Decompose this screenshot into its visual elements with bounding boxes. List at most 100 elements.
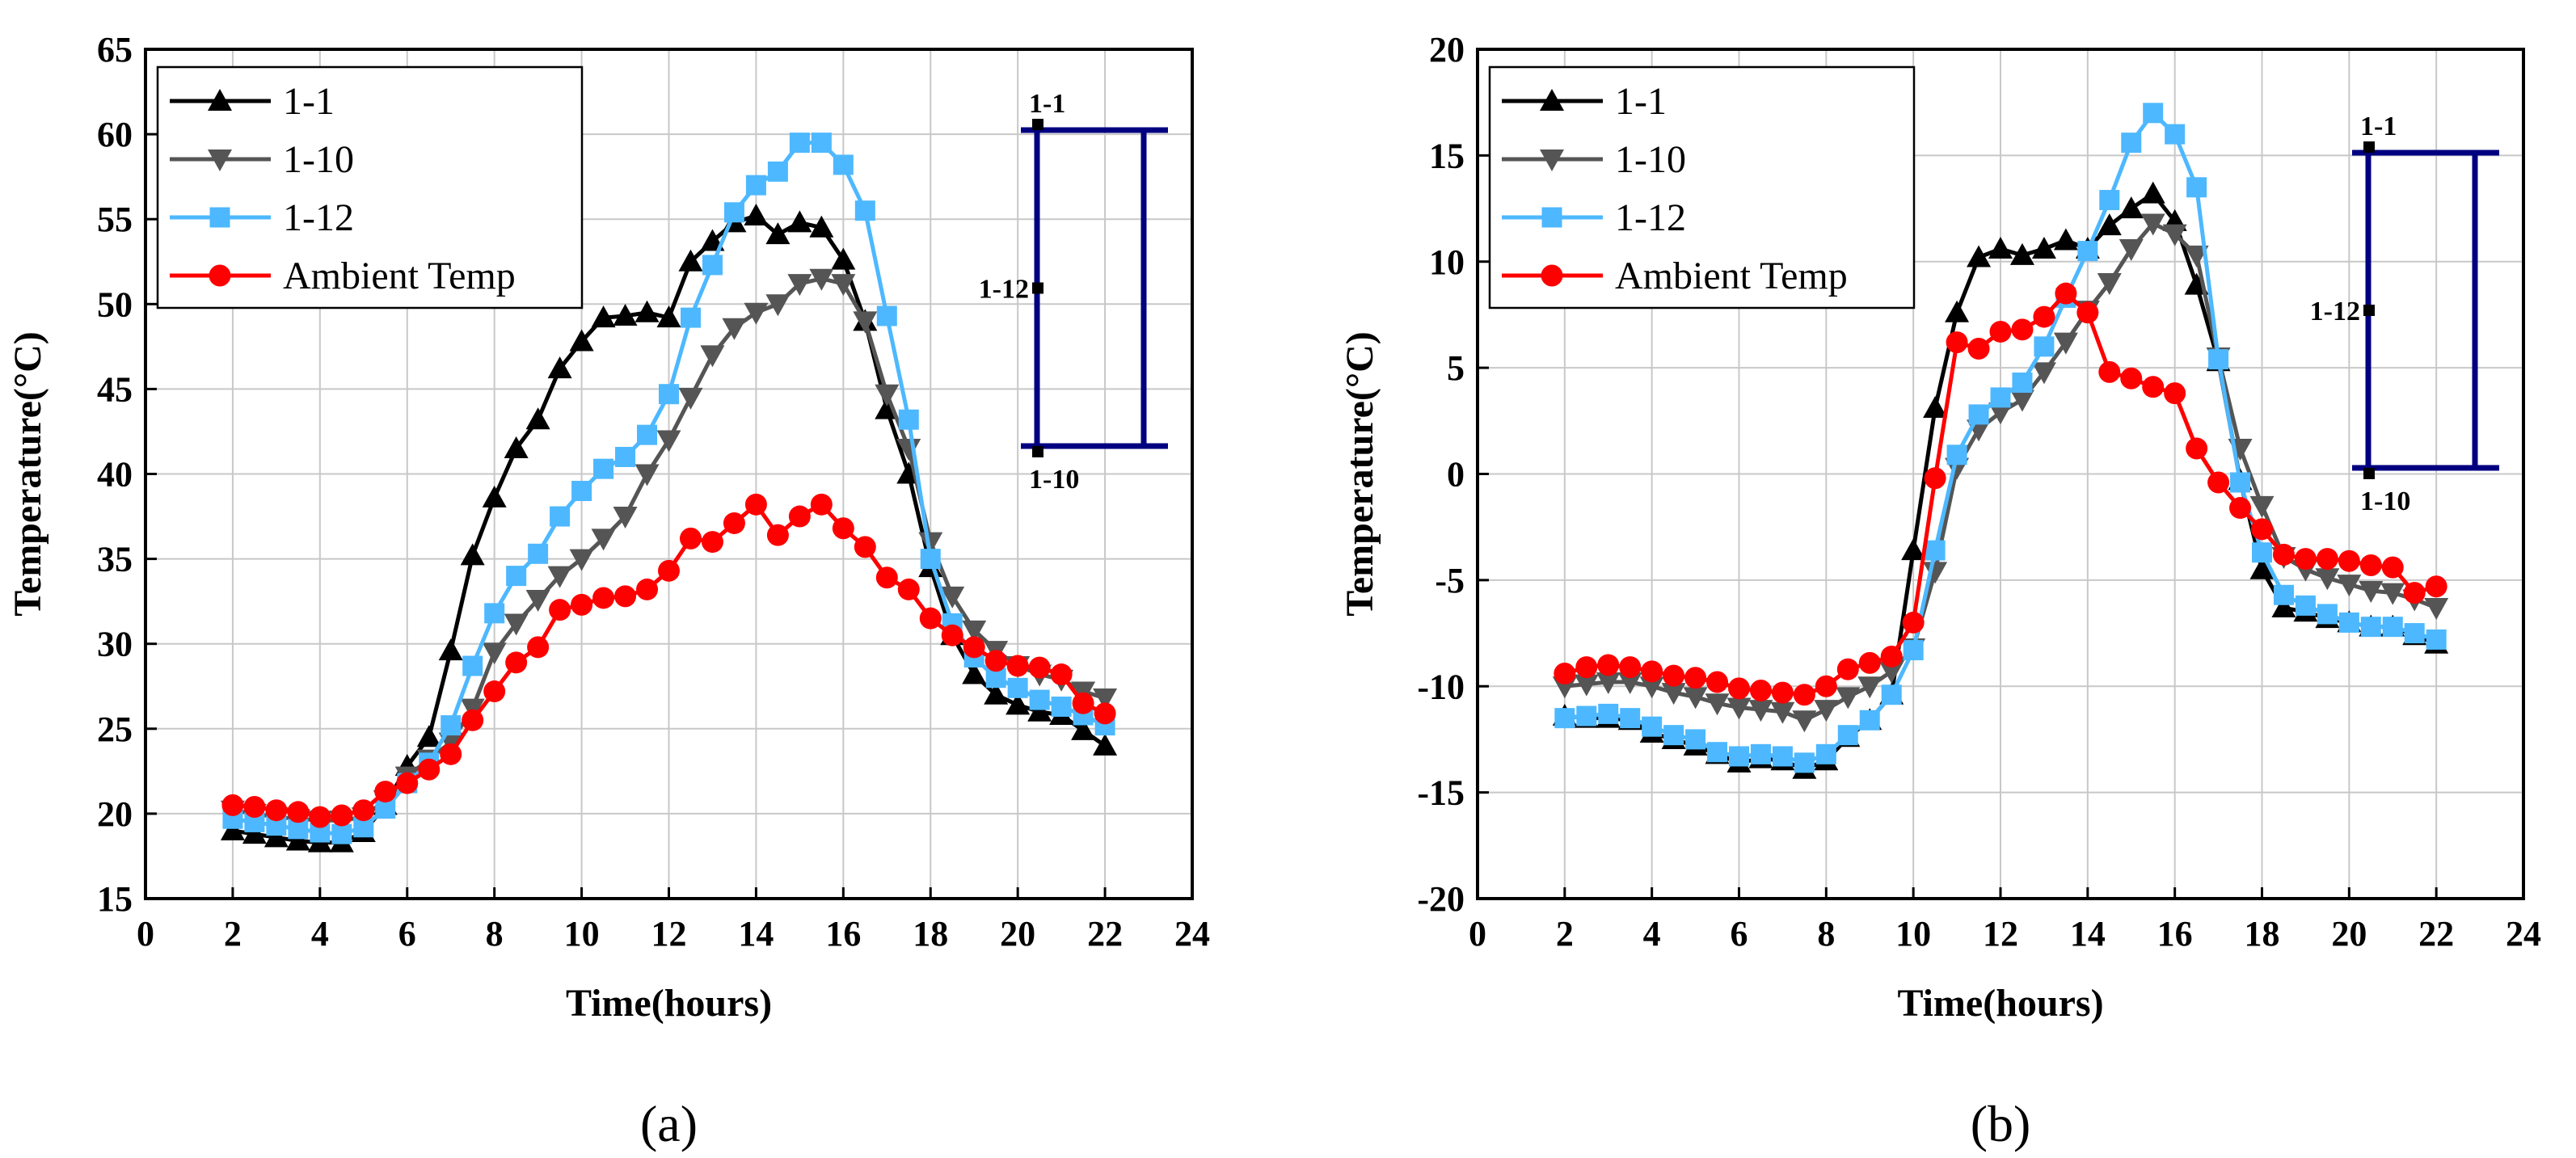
data-point: [765, 294, 791, 317]
data-point: [1879, 661, 1904, 684]
inset-label-bottom: 1-10: [2360, 486, 2410, 516]
data-point: [615, 446, 636, 467]
data-point: [613, 507, 638, 529]
inset-label-middle: 1-12: [979, 275, 1029, 305]
data-point: [1989, 320, 2012, 343]
data-point: [854, 536, 876, 558]
data-point: [2033, 305, 2055, 328]
data-point: [1094, 702, 1116, 725]
data-point: [1598, 703, 1619, 724]
data-point: [2315, 568, 2340, 591]
data-point: [787, 274, 812, 297]
data-point: [547, 356, 572, 379]
data-point: [766, 524, 789, 546]
inset-sensor-mark: [2363, 305, 2375, 316]
data-point: [656, 430, 681, 453]
data-point: [1770, 701, 1795, 724]
data-point: [1663, 664, 1685, 687]
plot-frame: [144, 48, 1194, 900]
data-point: [331, 804, 353, 827]
data-point: [919, 607, 942, 630]
data-point: [549, 599, 571, 621]
plot-frame: [1476, 48, 2525, 900]
legend-label: Ambient Temp: [283, 255, 516, 297]
data-point: [2097, 273, 2122, 296]
data-point: [831, 274, 856, 297]
data-point: [1574, 674, 1599, 697]
data-point: [2380, 583, 2405, 605]
y-tick-label: 20: [97, 794, 133, 834]
data-point: [440, 743, 462, 765]
legend-entry: 1-1: [1502, 80, 1667, 123]
chart-panel-a: 0 2 4 6 8 10 12 14 16 18 20 22 241520253035404550556…: [6, 30, 1210, 1152]
data-point: [745, 175, 766, 196]
data-point: [1945, 300, 1970, 322]
data-point: [527, 636, 550, 659]
data-point: [2009, 390, 2034, 412]
y-tick-label: -15: [1417, 773, 1465, 813]
data-point: [679, 527, 702, 550]
legend-marker: [1541, 264, 1563, 287]
x-tick-label: 6: [398, 914, 416, 954]
data-point: [418, 758, 441, 781]
data-point: [701, 531, 723, 554]
data-point: [2031, 362, 2056, 385]
data-point: [1006, 655, 1029, 677]
x-tick-label: 14: [738, 914, 774, 954]
data-point: [1836, 687, 1861, 710]
data-point: [962, 662, 987, 684]
x-tick-label: 8: [1817, 914, 1835, 954]
data-point: [963, 636, 985, 659]
data-point: [2316, 548, 2338, 571]
data-point: [2338, 612, 2359, 633]
data-point: [744, 302, 769, 325]
data-point: [1857, 676, 1882, 699]
legend: 1-1 1-10 1-12 Ambient Temp: [1488, 65, 1916, 310]
data-point: [1007, 677, 1028, 698]
legend-marker: [209, 264, 231, 287]
data-point: [787, 210, 812, 233]
data-point: [309, 806, 331, 828]
data-point: [2119, 196, 2144, 219]
data-point: [593, 458, 614, 479]
data-point: [2229, 497, 2252, 520]
data-point: [482, 485, 507, 507]
data-point: [1946, 444, 1967, 465]
data-point: [2165, 124, 2186, 145]
y-tick-label: 35: [97, 540, 133, 579]
y-axis-title: Temperature(°C): [1339, 331, 1381, 616]
y-tick-label: 25: [97, 710, 133, 749]
y-tick-label: 50: [97, 284, 133, 324]
inset-label-middle: 1-12: [2310, 297, 2360, 326]
data-point: [2097, 213, 2122, 236]
data-point: [504, 436, 529, 458]
data-point: [898, 409, 919, 430]
data-point: [2294, 548, 2317, 571]
data-point: [331, 823, 352, 844]
data-point: [1750, 743, 1771, 764]
data-point: [920, 549, 941, 570]
data-point: [637, 424, 658, 445]
data-point: [1596, 672, 1621, 694]
data-point: [592, 587, 615, 609]
data-point: [243, 795, 266, 818]
x-tick-label: 22: [1087, 914, 1123, 954]
data-point: [1619, 656, 1642, 679]
data-point: [462, 709, 484, 731]
x-tick-label: 20: [1000, 914, 1035, 954]
data-point: [1988, 402, 2013, 425]
legend-entry: 1-12: [1502, 196, 1686, 239]
data-point: [789, 133, 810, 154]
data-point: [2249, 495, 2275, 518]
legend-marker: [1540, 89, 1564, 111]
y-tick-label: 15: [1429, 136, 1465, 175]
data-point: [506, 566, 527, 587]
data-point: [765, 222, 791, 245]
data-point: [220, 818, 245, 840]
data-point: [832, 517, 854, 540]
y-tick-label: 60: [97, 115, 133, 154]
data-point: [2076, 301, 2099, 324]
data-point: [505, 651, 528, 674]
y-tick-label: 65: [97, 30, 133, 69]
x-tick-label: 2: [224, 914, 242, 954]
